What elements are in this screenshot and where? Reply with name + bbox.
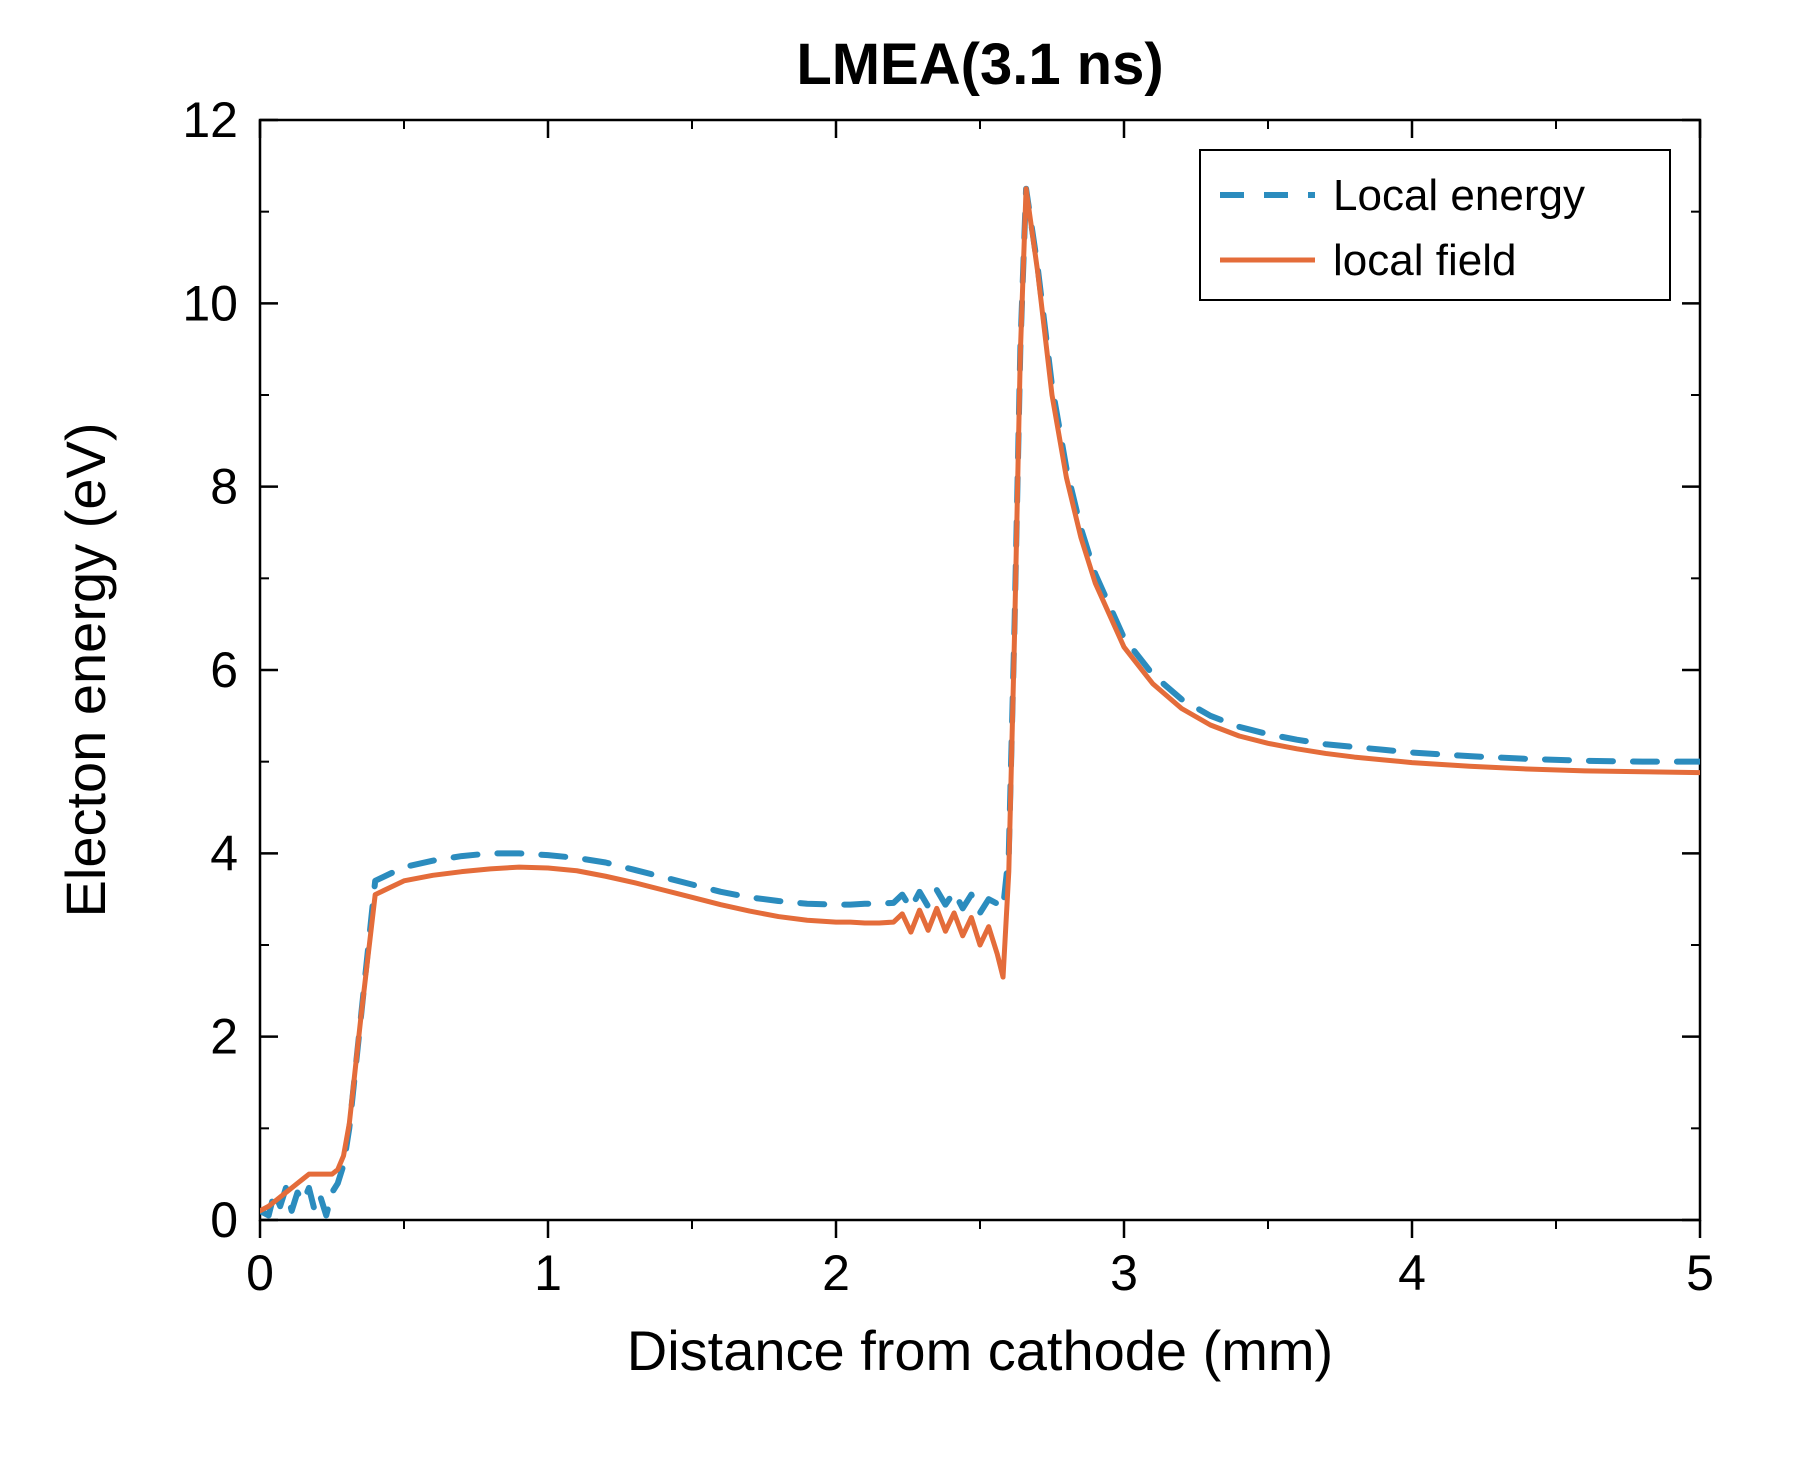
chart-title: LMEA(3.1 ns) xyxy=(796,32,1163,97)
legend-label: Local energy xyxy=(1333,171,1585,220)
y-axis-label: Electon energy (eV) xyxy=(54,423,117,918)
x-axis-label: Distance from cathode (mm) xyxy=(627,1319,1333,1382)
x-tick-label: 1 xyxy=(534,1245,562,1301)
y-tick-label: 10 xyxy=(182,275,238,331)
x-tick-label: 3 xyxy=(1110,1245,1138,1301)
x-tick-label: 5 xyxy=(1686,1245,1714,1301)
y-tick-label: 8 xyxy=(210,459,238,515)
chart-figure: LMEA(3.1 ns)012345024681012Distance from… xyxy=(0,0,1801,1477)
y-tick-label: 4 xyxy=(210,825,238,881)
legend-label: local field xyxy=(1333,236,1516,285)
y-tick-label: 12 xyxy=(182,92,238,148)
x-tick-label: 0 xyxy=(246,1245,274,1301)
y-tick-label: 2 xyxy=(210,1009,238,1065)
y-tick-label: 0 xyxy=(210,1192,238,1248)
chart-svg: LMEA(3.1 ns)012345024681012Distance from… xyxy=(0,0,1801,1477)
x-tick-label: 2 xyxy=(822,1245,850,1301)
y-tick-label: 6 xyxy=(210,642,238,698)
x-tick-label: 4 xyxy=(1398,1245,1426,1301)
